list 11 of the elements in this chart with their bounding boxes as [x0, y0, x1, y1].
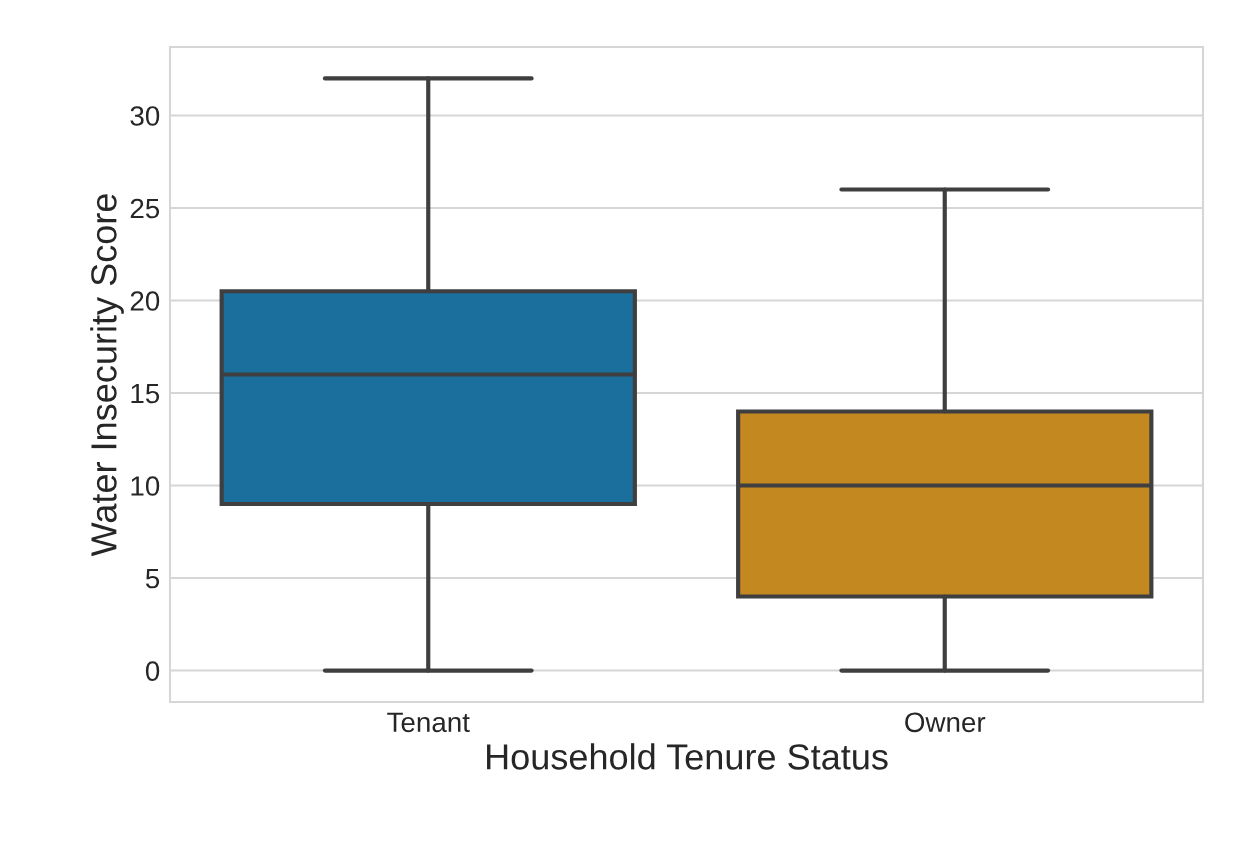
x-tick-label: Owner [905, 712, 986, 733]
x-axis-title: Household Tenure Status [487, 743, 888, 770]
y-tick-label: 15 [131, 383, 160, 404]
y-axis-title: Water Insecurity Score [90, 194, 124, 557]
x-tick-label: Tenant [387, 712, 470, 733]
y-tick-label: 0 [145, 661, 160, 681]
y-tick-label: 25 [130, 198, 160, 219]
y-tick-label: 10 [131, 476, 160, 496]
y-tick-label: 20 [130, 291, 160, 311]
y-tick-label: 30 [130, 106, 160, 126]
y-tick-label: 5 [145, 568, 160, 589]
